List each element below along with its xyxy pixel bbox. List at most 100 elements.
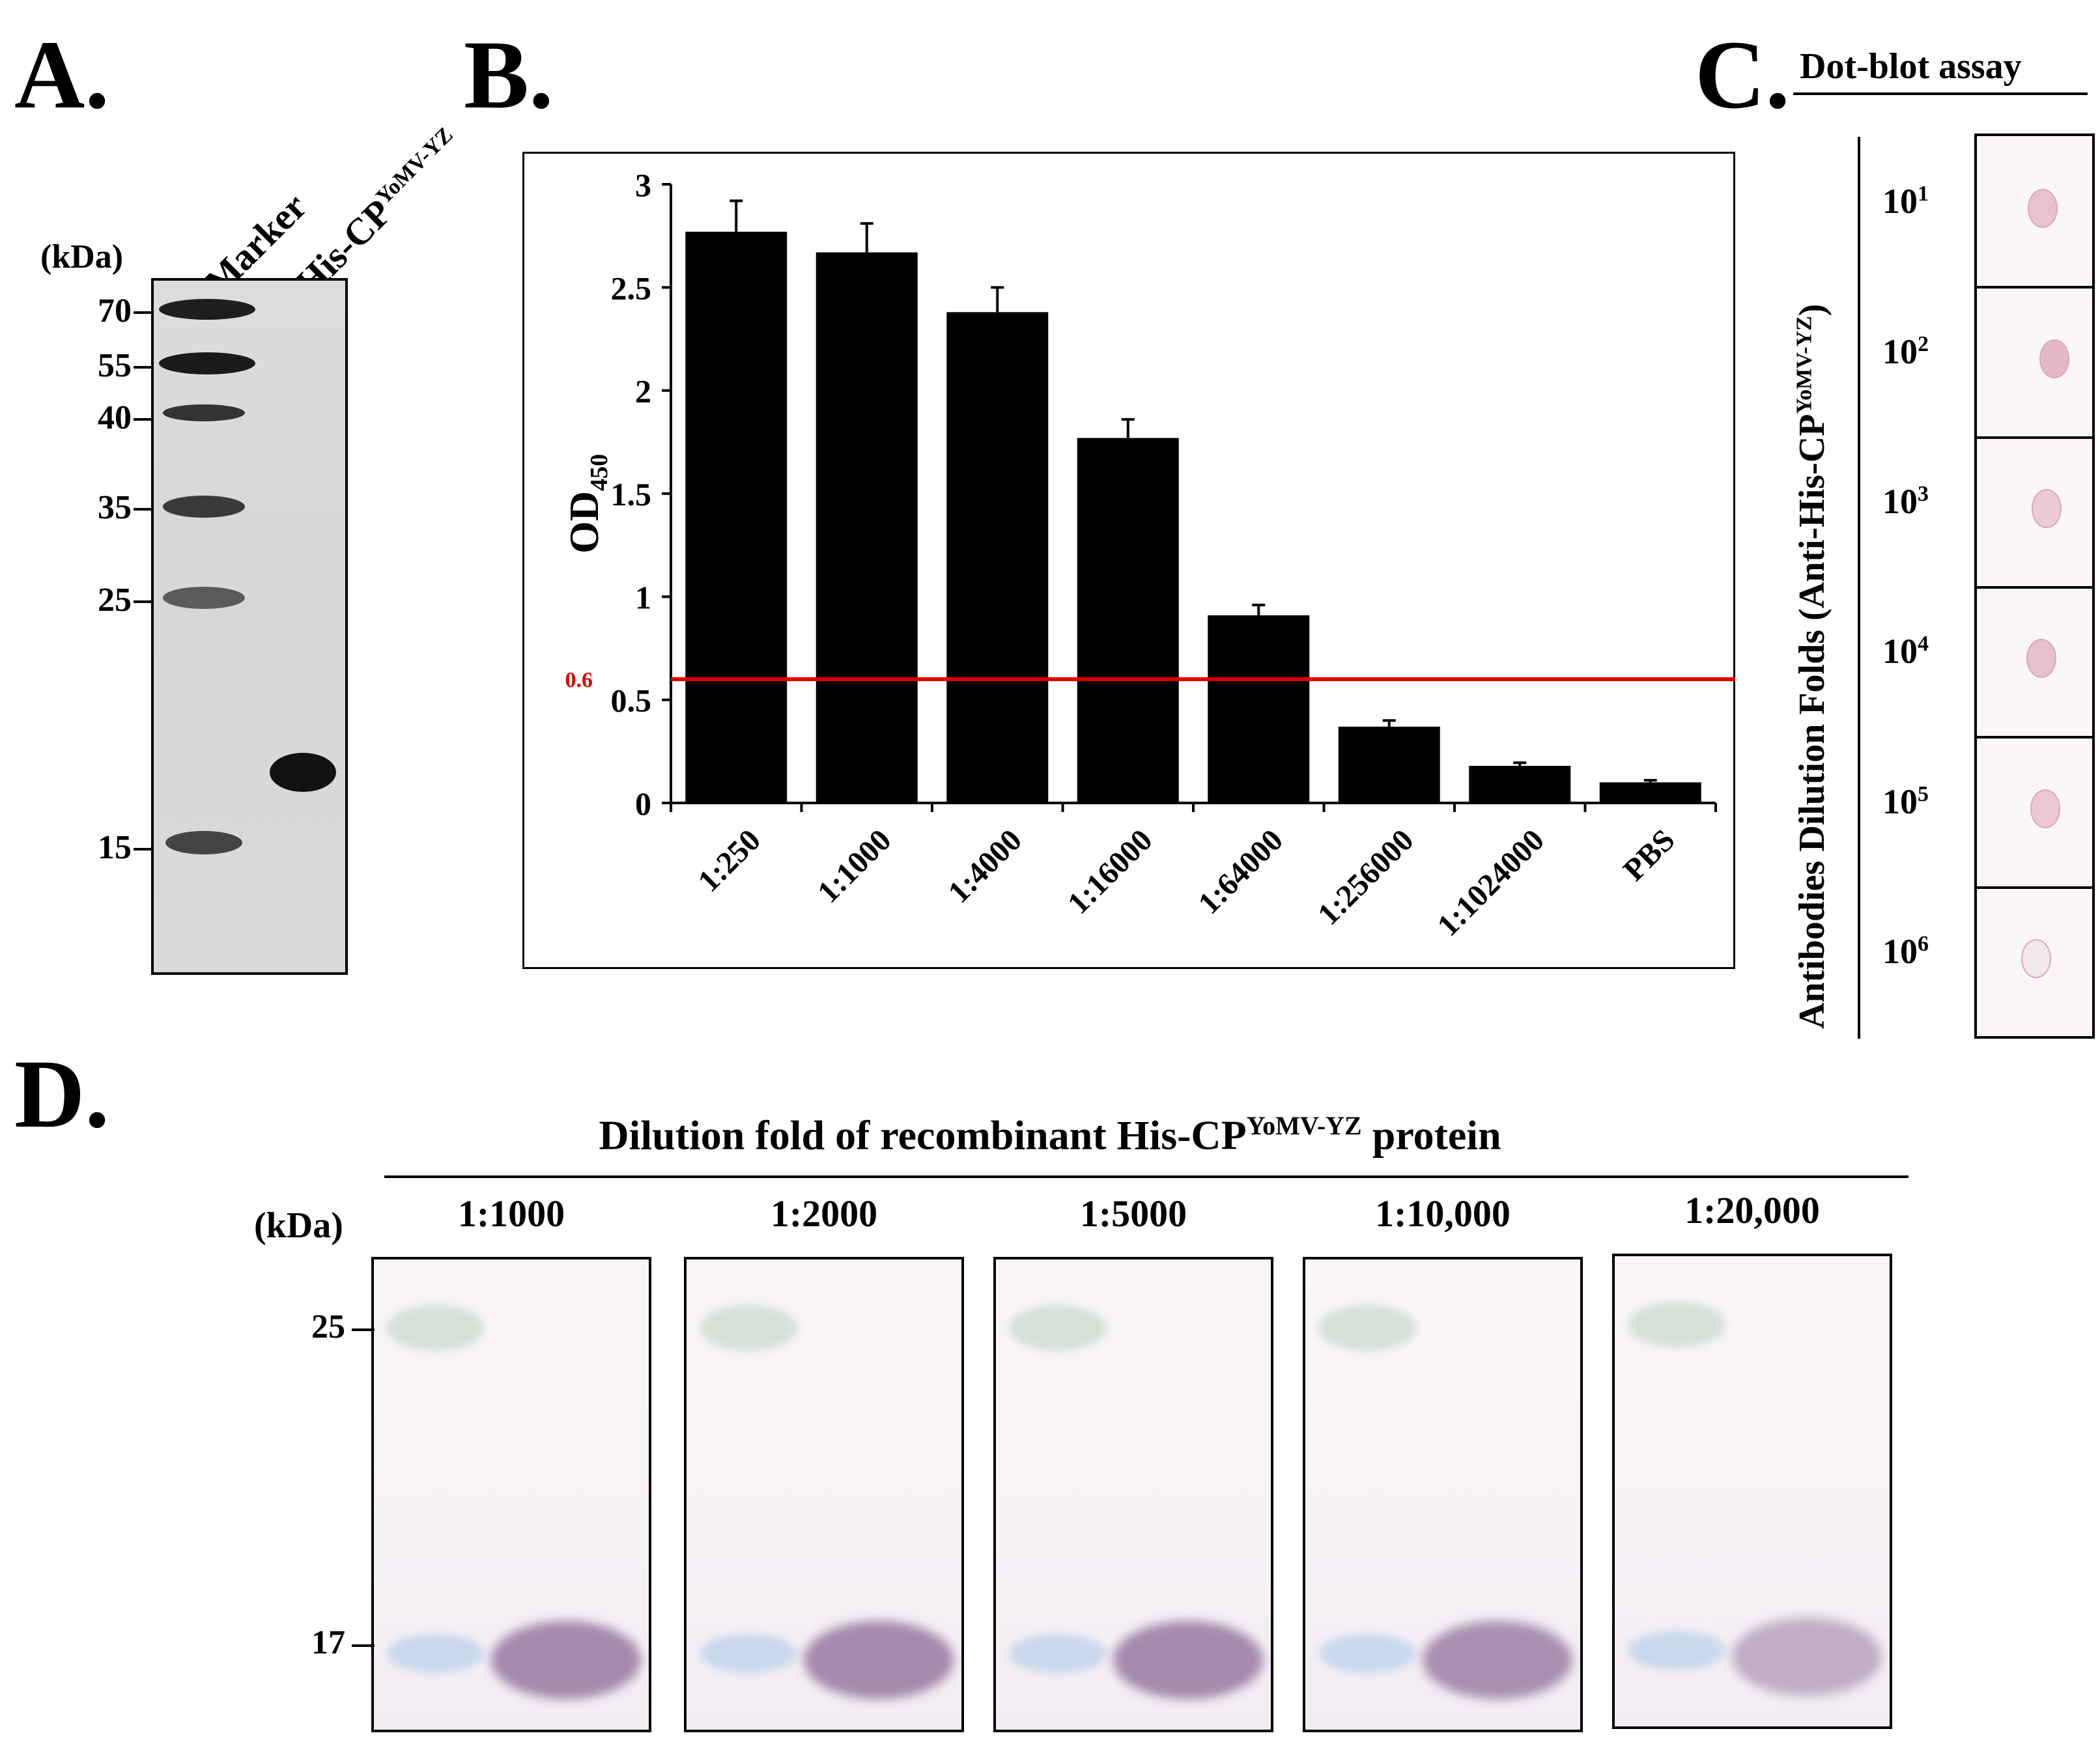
y-tick-label-3: 1.5	[611, 476, 652, 513]
y-label-sub: 450	[585, 454, 613, 491]
mw-tick-35	[134, 508, 153, 511]
dot-label-exp-5: 6	[1918, 931, 1929, 956]
y-tick-label-1: 0.5	[611, 682, 652, 719]
mw-label-15: 15	[98, 829, 132, 866]
wb-blot-0	[371, 1257, 651, 1732]
wb-cp-band-4	[1732, 1618, 1882, 1696]
dot-label-base-1: 10	[1882, 331, 1918, 371]
wb-blot-1	[684, 1257, 964, 1732]
marker-band-25	[163, 587, 245, 609]
dot-divider-3	[1977, 586, 2092, 589]
mw-tick-15	[134, 848, 153, 850]
wb-ladder-25-3	[1318, 1305, 1416, 1351]
x-tick-label-3: 1:16000	[1061, 822, 1159, 921]
x-tick-label-7: PBS	[1617, 822, 1682, 888]
lane-label-his-cp-sup: YoMV-YZ	[371, 122, 458, 210]
lane-label-his-cp: His-CPYoMV-YZ	[287, 121, 470, 304]
bar-4	[1208, 615, 1310, 803]
dot-label-0: 101	[1882, 181, 1929, 221]
mw-label-35: 35	[98, 489, 132, 526]
mw-tick-25	[134, 600, 153, 603]
y-tick-label-5: 2.5	[611, 270, 652, 306]
y-tick-label-6: 3	[635, 167, 651, 203]
wb-ladder-17-3	[1318, 1634, 1416, 1673]
wb-ladder-17-1	[700, 1634, 797, 1673]
elisa-y-axis-label: OD450	[560, 454, 614, 554]
marker-band-35	[163, 496, 245, 518]
dot-axis-label-sup: YoMV-YZ	[1792, 316, 1817, 414]
dot-label-4: 105	[1882, 781, 1929, 822]
threshold-label: 0.6	[565, 668, 593, 692]
wb-title-end: protein	[1361, 1112, 1501, 1159]
bar-5	[1338, 726, 1440, 803]
dot-blot-title-rule	[1793, 92, 2088, 95]
wb-label-4: 1:20,000	[1684, 1189, 1820, 1231]
wb-ladder-25-4	[1628, 1302, 1725, 1347]
wb-label-2: 1:5000	[1079, 1192, 1187, 1235]
dot-spot-2	[2032, 488, 2062, 528]
dot-blot-membrane	[1974, 134, 2095, 1039]
dot-divider-1	[1977, 286, 2092, 289]
panel-a-kda-label: (kDa)	[40, 238, 124, 275]
marker-band-15	[165, 831, 242, 854]
wb-ladder-25-2	[1009, 1305, 1107, 1351]
dot-label-base-5: 10	[1882, 931, 1918, 971]
x-tick-label-6: 1:1024000	[1430, 822, 1551, 943]
bar-1	[816, 252, 918, 803]
x-tick-label-5: 1:256000	[1311, 822, 1421, 932]
dot-label-exp-2: 3	[1918, 481, 1929, 506]
y-label-main: OD	[561, 491, 607, 554]
mw-label-25: 25	[98, 582, 132, 619]
marker-band-70	[159, 299, 255, 320]
dot-spot-3	[2026, 639, 2056, 679]
wb-label-3: 1:10,000	[1375, 1192, 1511, 1235]
wb-label-1: 1:2000	[770, 1192, 878, 1235]
dot-blot-axis-rule	[1858, 137, 1860, 1039]
wb-title-rule	[384, 1175, 1908, 1178]
wb-mw-tick-17	[352, 1644, 375, 1647]
dot-label-exp-0: 1	[1918, 182, 1929, 206]
wb-cp-band-3	[1423, 1621, 1572, 1699]
wb-cp-band-2	[1113, 1621, 1263, 1699]
sds-page-gel	[151, 278, 348, 975]
wb-ladder-17-4	[1628, 1631, 1725, 1670]
wb-label-0: 1:1000	[457, 1192, 565, 1235]
y-tick-label-0: 0	[635, 785, 651, 822]
dot-blot-title: Dot-blot assay	[1800, 46, 2022, 87]
panel-b-letter: B.	[464, 21, 554, 129]
dot-blot-axis-label: Antibodies Dilution Folds (Anti-His-CPYo…	[1791, 304, 1833, 1029]
bar-0	[685, 231, 788, 803]
dot-label-2: 103	[1882, 481, 1929, 522]
dot-label-base-2: 10	[1882, 481, 1918, 521]
bar-7	[1599, 782, 1701, 803]
y-tick-label-2: 1	[635, 579, 651, 615]
panel-a-letter: A.	[14, 21, 109, 129]
x-tick-label-4: 1:64000	[1191, 822, 1290, 921]
wb-blot-4	[1612, 1254, 1892, 1729]
panel-c-letter: C.	[1695, 21, 1790, 129]
dot-label-1: 102	[1882, 331, 1929, 372]
mw-tick-55	[134, 366, 153, 369]
wb-ladder-17-2	[1009, 1634, 1107, 1673]
dot-label-exp-3: 4	[1918, 632, 1929, 656]
elisa-chart-frame	[522, 152, 1735, 969]
panel-d-letter: D.	[14, 1040, 109, 1148]
dot-label-exp-4: 5	[1918, 781, 1929, 806]
dot-axis-label-end: )	[1792, 303, 1832, 316]
y-tick-label-4: 2	[635, 373, 651, 410]
wb-mw-tick-25	[352, 1328, 375, 1331]
dot-spot-0	[2028, 189, 2058, 229]
mw-label-70: 70	[98, 292, 132, 330]
wb-title-sup: YoMV-YZ	[1246, 1111, 1362, 1140]
bar-2	[946, 312, 1049, 803]
dot-divider-4	[1977, 736, 2092, 739]
marker-band-40	[163, 404, 245, 421]
panel-d-kda-label: (kDa)	[254, 1205, 343, 1246]
dot-divider-5	[1977, 886, 2092, 889]
marker-band-55	[159, 352, 255, 374]
wb-mw-label-17: 17	[311, 1624, 345, 1661]
dot-label-5: 106	[1882, 931, 1929, 972]
elisa-chart: 0 0.5 1 1.5 2 2.5 3 1:250 1:1000 1:4000 1:16000 1:6…	[565, 167, 1735, 943]
dot-label-base-0: 10	[1882, 182, 1918, 221]
dot-spot-5	[2021, 938, 2051, 978]
